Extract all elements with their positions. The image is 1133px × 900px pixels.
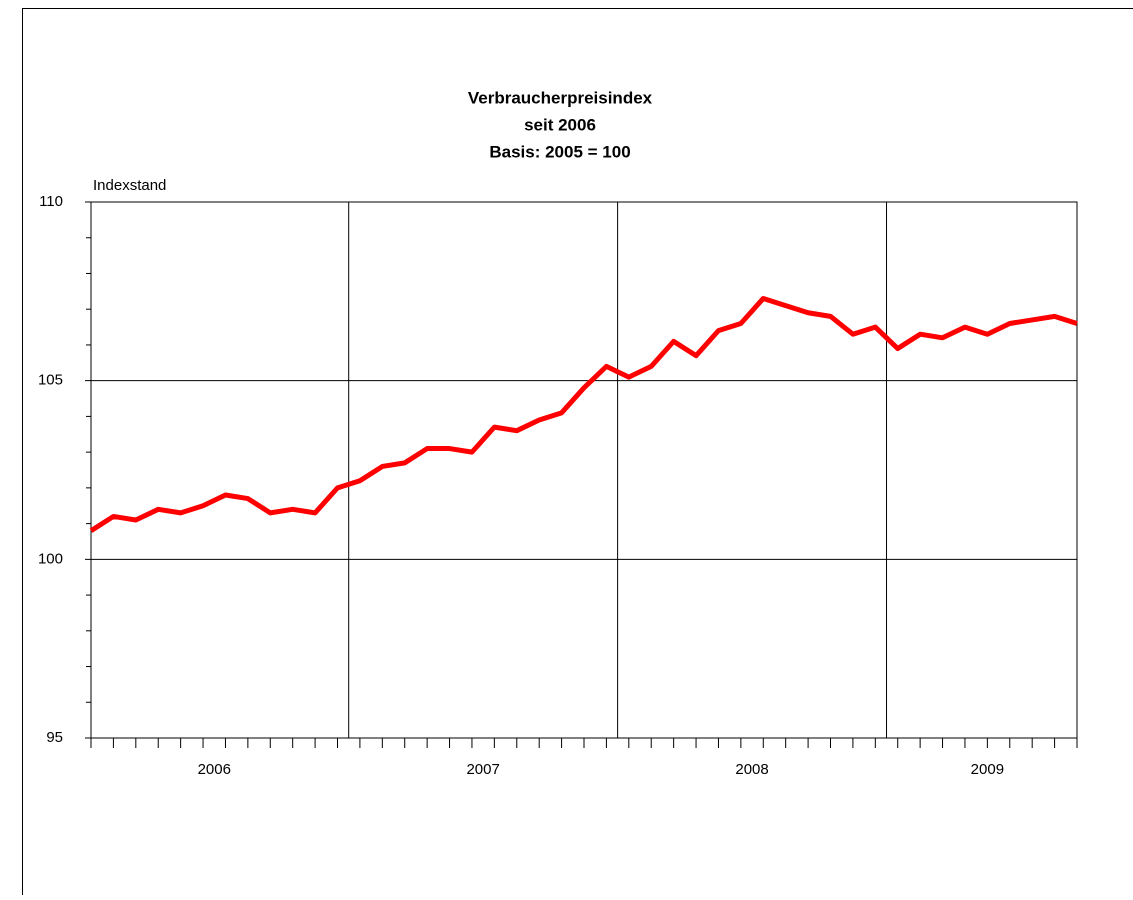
chart-subtitle: Basis: 2005 = 100 bbox=[489, 142, 630, 161]
y-tick-label: 110 bbox=[39, 193, 63, 210]
x-tick-label: 2008 bbox=[735, 761, 768, 778]
y-tick-label: 105 bbox=[38, 372, 63, 389]
x-tick-label: 2006 bbox=[198, 761, 231, 778]
plot-area bbox=[91, 202, 1077, 738]
frame bbox=[23, 9, 1133, 896]
data-line bbox=[91, 298, 1077, 530]
chart-subtitle: seit 2006 bbox=[524, 115, 596, 134]
y-tick-label: 100 bbox=[38, 550, 63, 567]
y-tick-label: 95 bbox=[46, 729, 63, 746]
y-axis-label: Indexstand bbox=[93, 177, 166, 194]
x-tick-label: 2007 bbox=[466, 761, 499, 778]
x-tick-label: 2009 bbox=[971, 761, 1004, 778]
chart-title: Verbraucherpreisindex bbox=[468, 88, 653, 107]
